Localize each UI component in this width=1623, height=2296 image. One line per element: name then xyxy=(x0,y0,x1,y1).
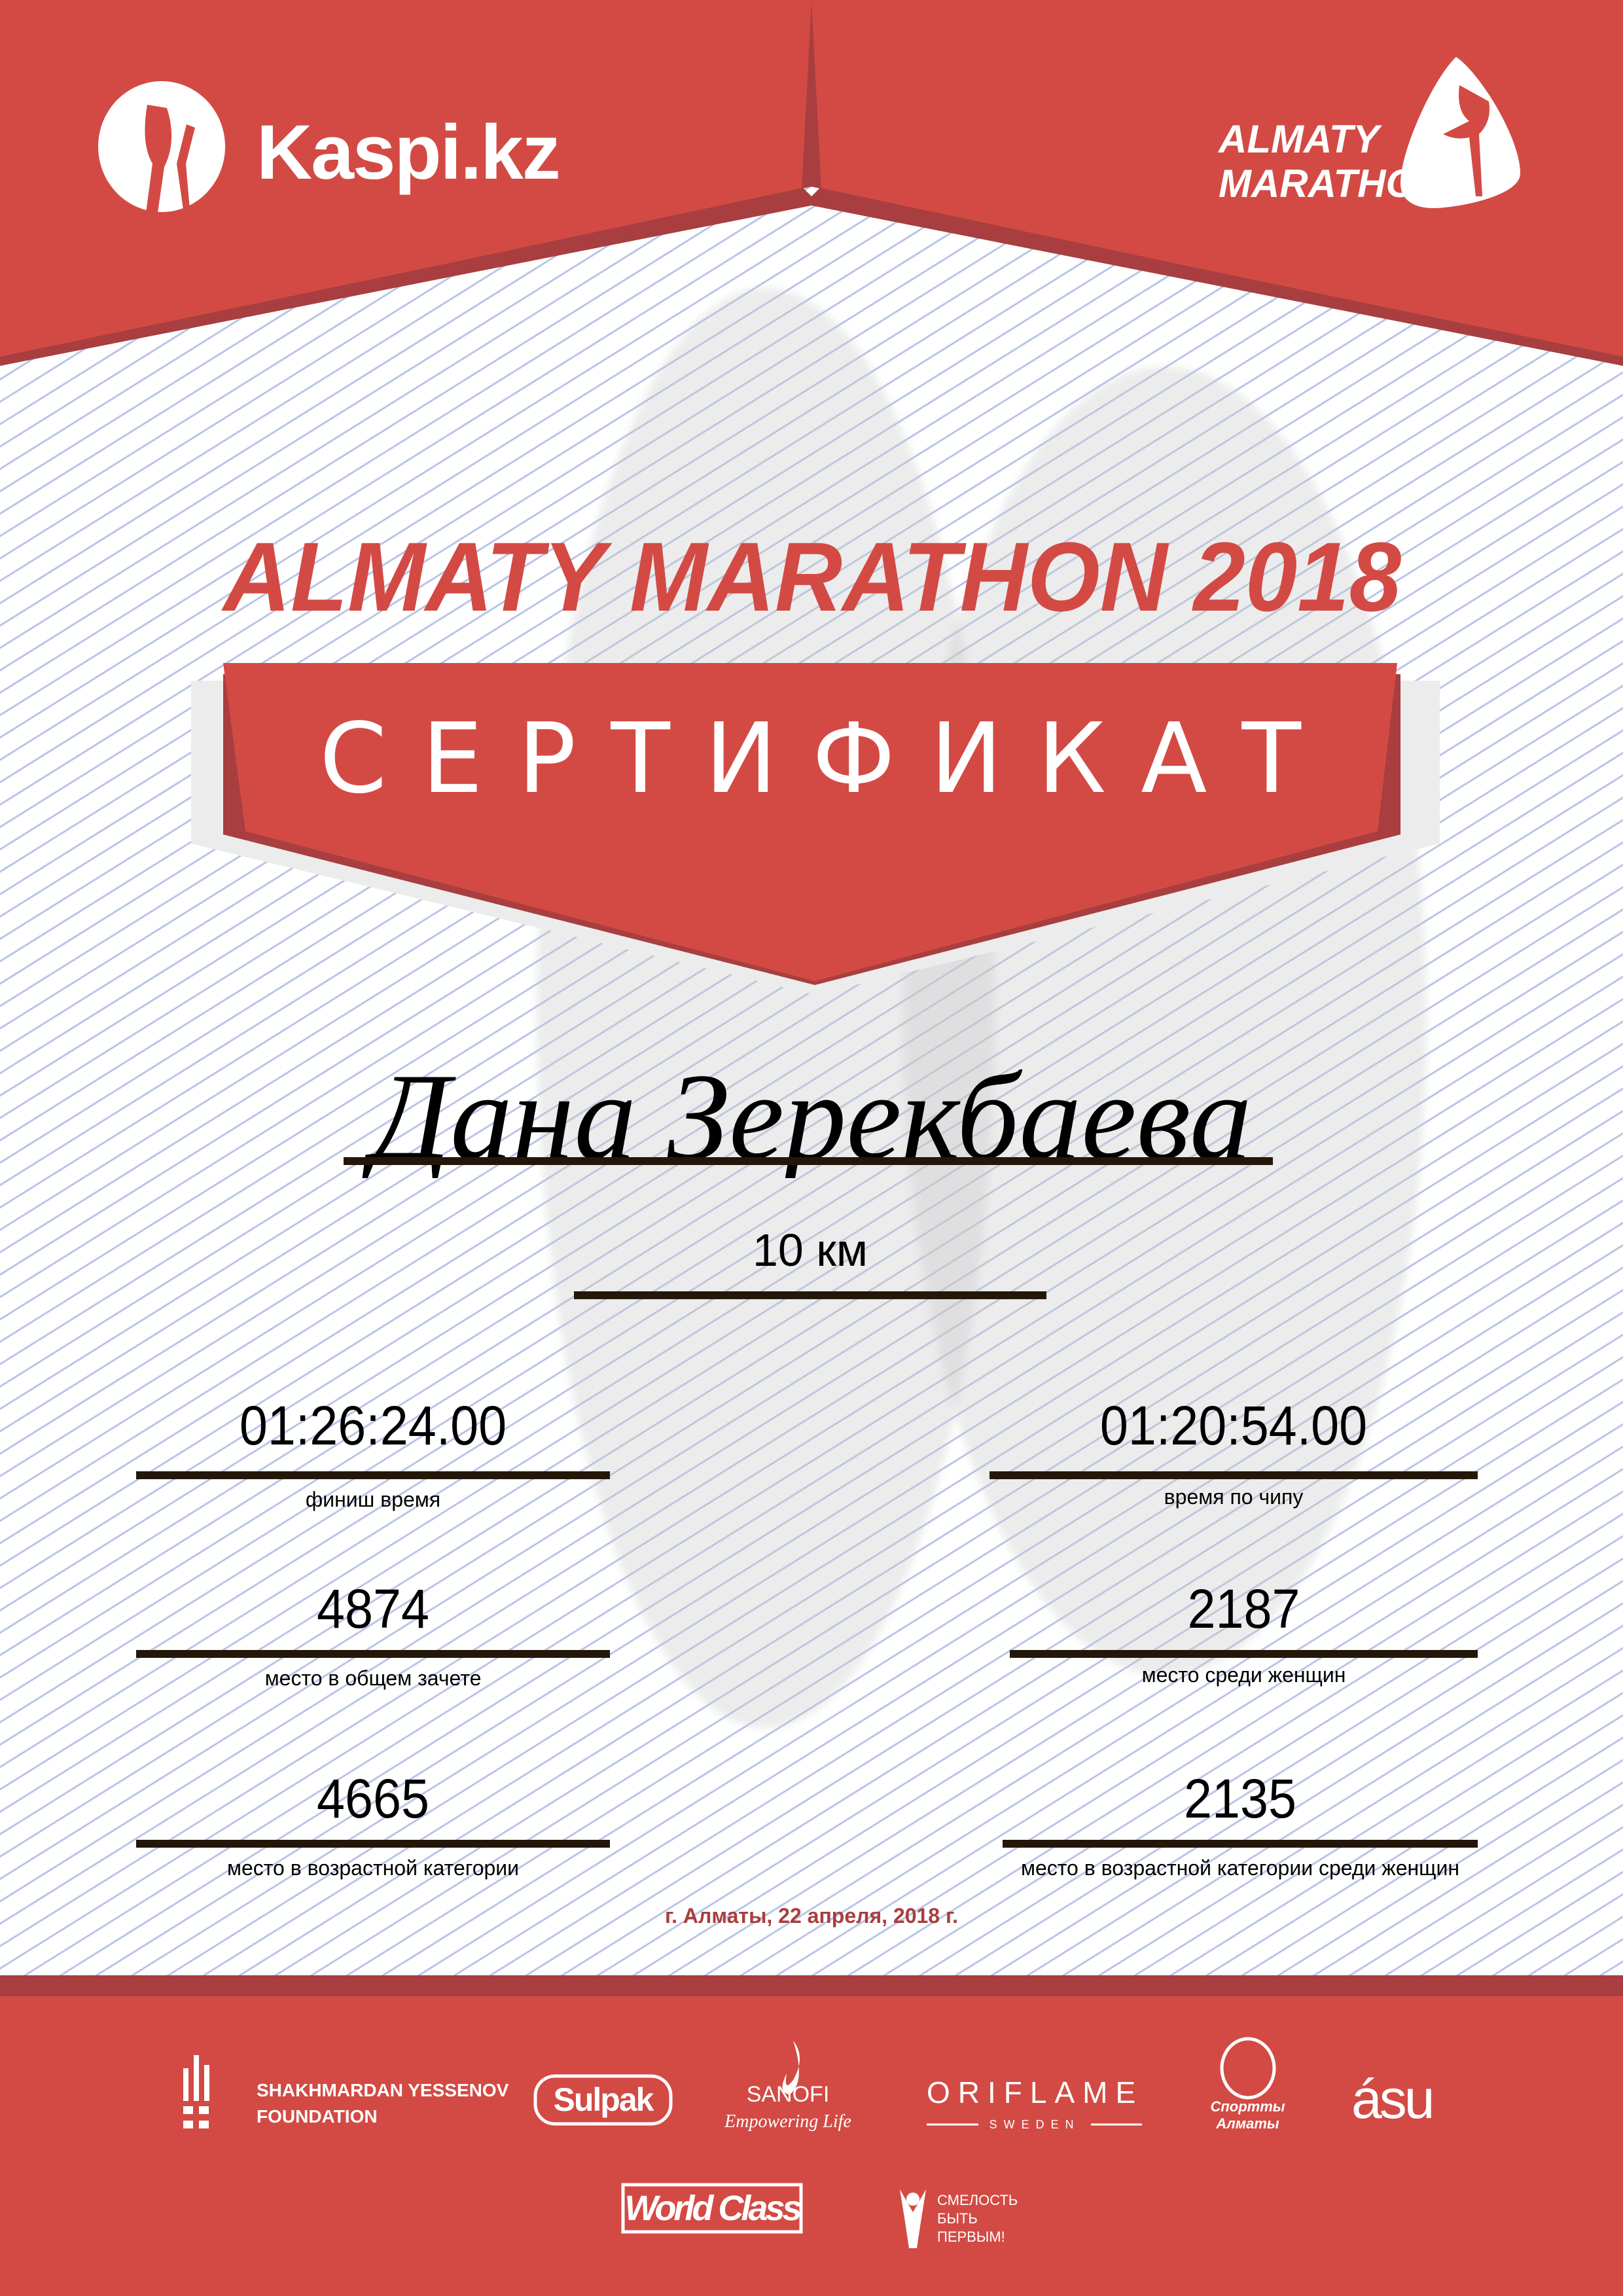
name-underline xyxy=(344,1157,1273,1165)
certificate-heading: СЕРТИФИКАТ xyxy=(319,702,1302,815)
stat-underline xyxy=(136,1650,610,1658)
title-layer: ALMATY MARATHON 2018 СЕРТИФИКАТ Дана Зер… xyxy=(221,522,1401,1178)
chip-time-label: время по чипу xyxy=(1164,1485,1304,1509)
oriflame-sweden: SWEDEN xyxy=(989,2118,1080,2131)
sanofi-logo-icon xyxy=(782,2041,800,2094)
women-age-category-place-label: место в возрастной категории среди женщи… xyxy=(1020,1856,1460,1880)
distance-value: 10 км xyxy=(752,1225,868,1276)
kaspi-logo-text: Kaspi.kz xyxy=(257,109,561,196)
sport-almaty-logo: Спортты Алматы xyxy=(1210,2098,1285,2132)
women-place-label: место среди женщин xyxy=(1141,1663,1346,1687)
almaty-marathon-logo-icon xyxy=(1400,57,1520,208)
almaty-marathon-logo-line2: MARATHON xyxy=(1219,162,1445,206)
sanofi-logo: SANOFI xyxy=(746,2082,830,2107)
sulpak-logo-frame xyxy=(533,2074,673,2126)
smelost-fund-icon xyxy=(900,2189,926,2248)
stat-underline xyxy=(1003,1840,1478,1848)
participant-name: Дана Зерекбаева xyxy=(361,1049,1252,1178)
stat-underline xyxy=(136,1471,610,1479)
kaspi-logo-icon xyxy=(98,81,225,213)
sport-almaty-emblem xyxy=(1220,2037,1276,2100)
sanofi-tagline: Empowering Life xyxy=(724,2111,851,2132)
overall-place-value: 4874 xyxy=(317,1578,429,1640)
smelost-line2: БЫТЬ xyxy=(937,2210,978,2227)
women-age-category-place-value: 2135 xyxy=(1184,1768,1296,1829)
world-class-frame xyxy=(621,2183,803,2234)
overall-place-label: место в общем зачете xyxy=(264,1666,482,1690)
smelost-line1: СМЕЛОСТЬ xyxy=(937,2192,1018,2208)
issue-date: г. Алматы, 22 апреля, 2018 г. xyxy=(665,1904,958,1928)
world-class-logo: World Class xyxy=(624,2189,802,2228)
finish-time-value: 01:26:24.00 xyxy=(239,1395,507,1456)
yessenov-foundation-icon xyxy=(183,2055,209,2128)
age-category-place-value: 4665 xyxy=(317,1768,429,1829)
sulpak-logo: Sulpak xyxy=(553,2081,654,2118)
footer-band xyxy=(0,1996,1623,2296)
chip-time-value: 01:20:54.00 xyxy=(1099,1395,1368,1456)
smelost-line3: ПЕРВЫМ! xyxy=(937,2229,1005,2245)
event-title: ALMATY MARATHON 2018 xyxy=(221,522,1401,632)
runner-photo-woman xyxy=(903,367,1427,1676)
asu-logo: ásu xyxy=(1351,2068,1435,2130)
stat-underline xyxy=(136,1840,610,1848)
age-category-place-label: место в возрастной категории xyxy=(226,1856,520,1880)
yessenov-foundation-line1: SHAKHMARDAN YESSENOV xyxy=(257,2080,509,2100)
banner-ribbon xyxy=(223,663,1397,981)
finish-time-label: финиш время xyxy=(305,1488,441,1511)
almaty-marathon-logo-line1: ALMATY xyxy=(1219,117,1380,161)
stat-underline xyxy=(1010,1650,1478,1658)
stat-underline xyxy=(990,1471,1478,1479)
distance-underline xyxy=(574,1291,1046,1299)
oriflame-logo: ORIFLAME xyxy=(927,2075,1144,2109)
women-place-value: 2187 xyxy=(1187,1578,1300,1640)
footer-band-dark xyxy=(0,1975,1623,1998)
yessenov-foundation-line2: FOUNDATION xyxy=(257,2106,378,2126)
runner-photo-man xyxy=(537,288,995,1728)
